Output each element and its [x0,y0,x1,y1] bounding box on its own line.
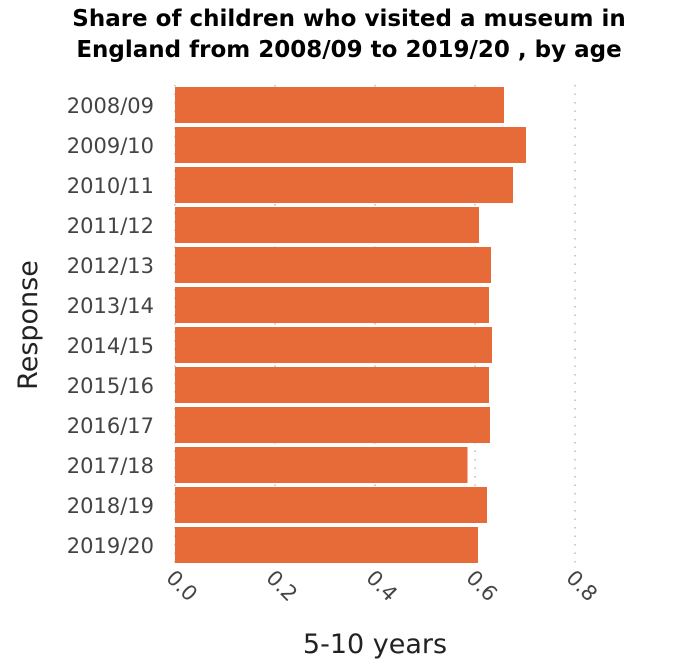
y-tick-label: 2009/10 [67,134,154,158]
y-tick-label: 2014/15 [67,334,154,358]
bar-2016-17 [175,407,490,443]
bars [175,87,526,563]
y-tick-labels: 2008/09 2009/10 2010/11 2011/12 2012/13 2013/… [67,94,154,558]
y-tick-label: 2017/18 [67,454,154,478]
y-tick-label: 2013/14 [67,294,154,318]
x-tick-label: 0.8 [561,566,602,607]
bar-2009-10 [175,127,526,163]
y-tick-label: 2010/11 [67,174,154,198]
y-tick-label: 2008/09 [67,94,154,118]
bar-2011-12 [175,207,479,243]
bar-2019-20 [175,527,478,563]
x-tick-label: 0.2 [261,566,302,607]
bar-2008-09 [175,87,504,123]
y-tick-label: 2018/19 [67,494,154,518]
y-tick-label: 2019/20 [67,534,154,558]
y-tick-label: 2016/17 [67,414,154,438]
x-tick-label: 0.0 [161,566,202,607]
bar-2014-15 [175,327,492,363]
bar-2012-13 [175,247,491,283]
y-axis-label: Response [13,260,44,390]
chart-title-line-2: England from 2008/09 to 2019/20 , by age [76,37,622,63]
bar-2010-11 [175,167,513,203]
chart-title-line-1: Share of children who visited a museum i… [72,6,626,32]
x-axis-label: 5-10 years [303,629,447,660]
chart-title: Share of children who visited a museum i… [0,4,698,66]
grid-lines [174,85,576,565]
bar-2018-19 [175,487,487,523]
y-tick-label: 2012/13 [67,254,154,278]
bar-2015-16 [175,367,489,403]
bar-2017-18 [175,447,468,483]
y-tick-label: 2015/16 [67,374,154,398]
x-tick-label: 0.6 [461,566,502,607]
bar-2013-14 [175,287,489,323]
x-tick-label: 0.4 [361,566,402,607]
y-tick-label: 2011/12 [67,214,154,238]
x-tick-labels: 0.0 0.2 0.4 0.6 0.8 [161,566,602,607]
